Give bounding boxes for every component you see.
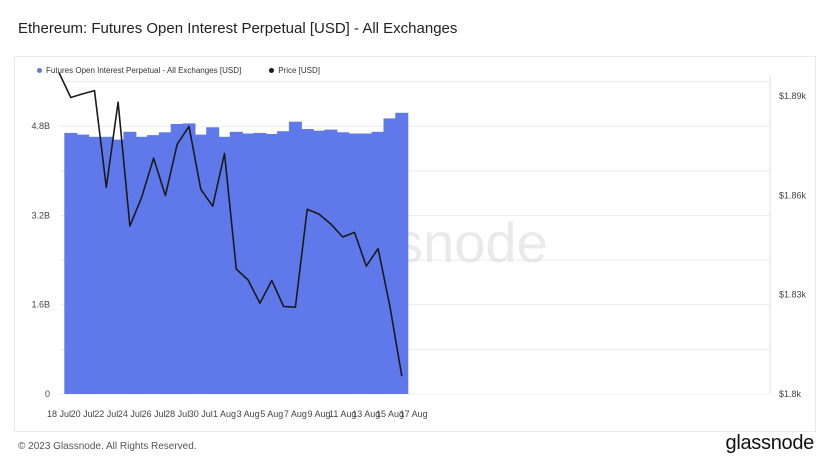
bar-open-interest — [288, 121, 302, 394]
x-axis-tick-label: 7 Aug — [284, 409, 307, 419]
bar-open-interest — [300, 129, 314, 394]
x-axis-tick-label: 24 Jul — [118, 409, 142, 419]
x-axis-tick-label: 22 Jul — [94, 409, 118, 419]
x-axis-tick-label: 18 Jul — [47, 409, 71, 419]
x-axis-tick-label: 13 Aug — [352, 409, 380, 419]
legend-label-open-interest: Futures Open Interest Perpetual - All Ex… — [46, 66, 242, 75]
bar-open-interest — [348, 133, 361, 394]
right-axis-tick-label: $1.8k — [779, 389, 802, 399]
legend-swatch-open-interest — [37, 68, 42, 73]
bar-open-interest — [111, 139, 125, 394]
right-axis-tick-label: $1.89k — [779, 91, 807, 101]
glassnode-logo: glassnode — [725, 432, 815, 454]
x-axis-tick-label: 17 Aug — [400, 409, 428, 419]
right-axis-tick-label: $1.86k — [779, 190, 807, 200]
x-axis-tick-label: 11 Aug — [329, 409, 356, 419]
legend-item-open-interest[interactable]: Futures Open Interest Perpetual - All Ex… — [37, 66, 241, 75]
legend-swatch-price — [269, 68, 275, 73]
bar-open-interest — [277, 131, 291, 394]
copyright-text: © 2023 Glassnode. All Rights Reserved. — [18, 441, 197, 452]
chart-legend: Futures Open Interest Perpetual - All Ex… — [37, 66, 320, 75]
bar-open-interest — [135, 136, 149, 395]
bar-open-interest — [64, 132, 78, 394]
x-axis-tick-label: 26 Jul — [142, 409, 166, 419]
bar-open-interest — [88, 136, 101, 395]
bar-open-interest — [194, 134, 208, 394]
bar-open-interest — [241, 133, 255, 394]
x-axis-tick-label: 28 Jul — [165, 409, 189, 419]
bar-open-interest — [371, 131, 385, 395]
x-axis-tick-label: 3 Aug — [237, 409, 260, 419]
right-axis-tick-label: $1.83k — [779, 290, 807, 300]
bar-open-interest — [395, 112, 409, 395]
bar-open-interest — [312, 130, 326, 394]
x-axis-tick-label: 1 Aug — [213, 409, 236, 419]
bar-open-interest — [265, 134, 279, 394]
bar-open-interest — [218, 136, 231, 395]
x-axis-tick-label: 20 Jul — [71, 409, 95, 419]
bar-open-interest — [383, 118, 397, 395]
bar-open-interest — [253, 132, 267, 394]
legend-item-price[interactable]: Price [USD] — [269, 66, 320, 75]
x-axis-tick-label: 9 Aug — [307, 409, 330, 419]
bar-open-interest — [76, 134, 90, 394]
x-axis-tick-label: 15 Aug — [376, 409, 404, 419]
bar-open-interest — [182, 123, 196, 395]
x-axis-tick-label: 5 Aug — [260, 409, 283, 419]
series-line-price — [58, 72, 403, 377]
x-axis-tick-label: 30 Jul — [189, 409, 213, 419]
left-axis-tick-label: 1.6B — [31, 300, 50, 310]
bar-open-interest — [324, 129, 338, 394]
bar-open-interest — [99, 136, 113, 395]
bar-open-interest — [170, 124, 184, 394]
bar-open-interest — [206, 127, 220, 395]
left-axis-tick-label: 0 — [45, 389, 50, 399]
left-axis-tick-label: 4.8B — [31, 121, 50, 131]
legend-label-price: Price [USD] — [278, 66, 321, 75]
bar-open-interest — [147, 135, 161, 394]
left-axis-tick-label: 3.2B — [31, 210, 50, 220]
bar-open-interest — [336, 132, 350, 395]
page-title: Ethereum: Futures Open Interest Perpetua… — [18, 20, 458, 37]
bar-open-interest — [158, 132, 172, 395]
